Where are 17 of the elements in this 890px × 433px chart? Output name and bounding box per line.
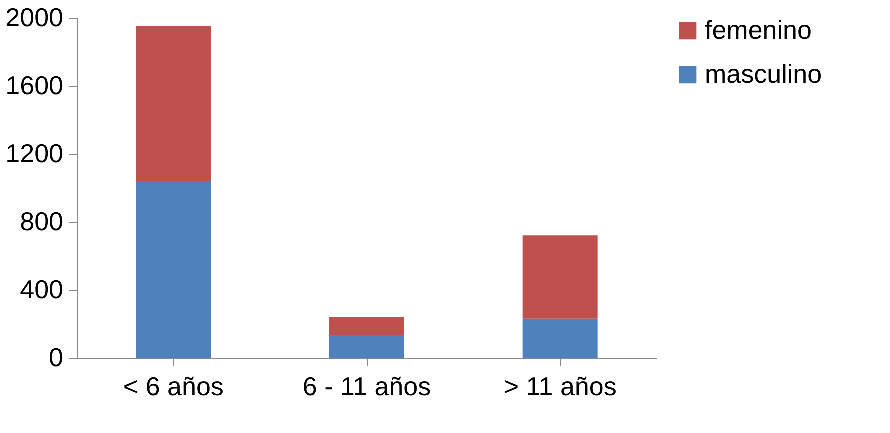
y-tick-label: 400 [20,274,64,304]
bar [136,181,212,358]
x-tick-label: < 6 años [123,372,224,402]
y-tick-label: 800 [20,206,64,236]
bar [330,335,404,358]
x-tick-label: 6 - 11 años [302,372,432,402]
y-tick-label: 2000 [6,2,64,32]
y-tick-label: 1200 [6,138,64,168]
legend-label: femenino [705,15,812,45]
legend-label: masculino [705,59,822,89]
x-tick-label: > 11 años [504,372,617,402]
bar [330,317,404,336]
y-tick-label: 1600 [6,70,64,100]
bar [522,318,598,358]
y-tick-label: 0 [49,342,64,372]
bar [136,26,212,182]
bar [522,236,598,319]
